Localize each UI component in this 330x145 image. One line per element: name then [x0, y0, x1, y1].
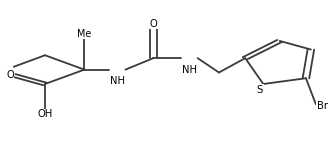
Text: NH: NH [182, 65, 197, 75]
Text: Me: Me [77, 29, 91, 39]
Text: Br: Br [317, 100, 328, 110]
Text: O: O [149, 19, 157, 29]
Text: OH: OH [37, 109, 52, 119]
Text: O: O [6, 70, 14, 80]
Text: S: S [257, 85, 263, 95]
Text: NH: NH [110, 76, 125, 86]
